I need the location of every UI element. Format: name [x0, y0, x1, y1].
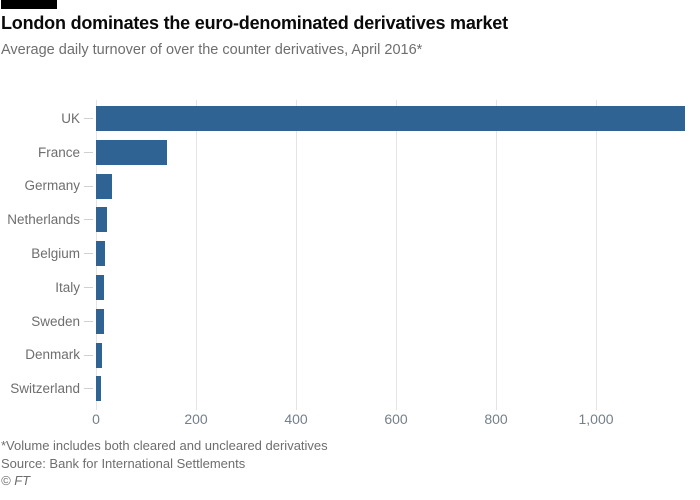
y-tick: [84, 151, 93, 153]
y-tick: [84, 253, 93, 255]
x-tick-label: 200: [184, 411, 208, 427]
category-label: Italy: [55, 279, 80, 295]
y-tick: [84, 118, 93, 119]
y-tick: [84, 287, 93, 288]
y-tick: [84, 219, 93, 221]
category-label: Sweden: [31, 313, 80, 329]
bar-row: Belgium: [0, 241, 700, 267]
bar-france: [96, 139, 167, 165]
bar-chart: 0 200 400 600 800 1,000 UK France Germany Netherl…: [0, 100, 700, 435]
ft-credit: © FT: [1, 473, 31, 488]
gridline: [496, 100, 497, 410]
bar-netherlands: [96, 207, 107, 233]
category-label: Belgium: [31, 245, 80, 261]
bar-denmark: [96, 342, 102, 368]
y-tick: [84, 354, 93, 356]
bar-row: Netherlands: [0, 207, 700, 233]
bar-row: Switzerland: [0, 376, 700, 402]
bar-row: France: [0, 139, 700, 165]
chart-title: London dominates the euro-denominated de…: [1, 13, 508, 33]
category-label: Denmark: [25, 347, 80, 363]
bar-row: Denmark: [0, 342, 700, 368]
bar-uk: [96, 106, 685, 131]
bar-row: UK: [0, 106, 700, 131]
gridline: [196, 100, 197, 410]
gridline: [296, 100, 297, 410]
y-tick: [84, 388, 93, 390]
bar-italy: [96, 275, 104, 300]
footnote: *Volume includes both cleared and unclea…: [1, 438, 328, 453]
bar-switzerland: [96, 376, 101, 402]
x-tick-label: 600: [384, 411, 408, 427]
category-label: Netherlands: [7, 212, 80, 228]
x-tick-label: 0: [92, 411, 100, 427]
bar-row: Germany: [0, 173, 700, 199]
chart-footer: *Volume includes both cleared and unclea…: [1, 437, 328, 490]
category-label: UK: [61, 110, 80, 126]
bar-germany: [96, 173, 112, 199]
bar-row: Italy: [0, 275, 700, 300]
gridline: [596, 100, 597, 410]
ft-top-rule: [1, 0, 57, 9]
chart-subtitle: Average daily turnover of over the count…: [1, 42, 423, 58]
bar-row: Sweden: [0, 308, 700, 334]
x-tick-label: 1,000: [578, 411, 614, 427]
gridline: [396, 100, 397, 410]
x-tick-label: 400: [284, 411, 308, 427]
source: Source: Bank for International Settlemen…: [1, 455, 246, 471]
x-tick-label: 800: [484, 411, 508, 427]
bar-sweden: [96, 308, 104, 334]
category-label: France: [37, 144, 80, 160]
y-tick: [84, 185, 93, 187]
bar-belgium: [96, 241, 105, 267]
category-label: Germany: [24, 178, 80, 194]
y-tick: [84, 320, 93, 322]
category-label: Switzerland: [10, 381, 80, 397]
